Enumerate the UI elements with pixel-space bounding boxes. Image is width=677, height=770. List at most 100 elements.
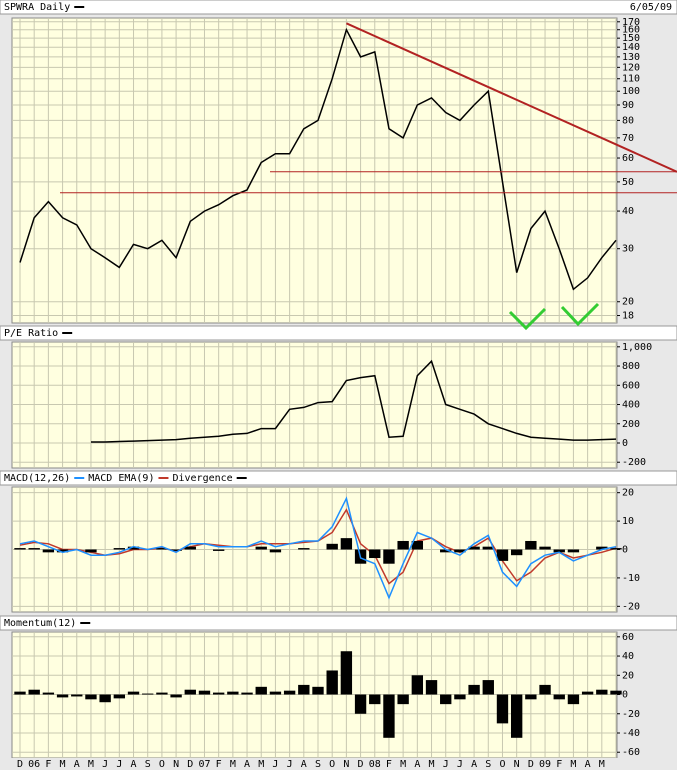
x-tick-label: J	[457, 759, 463, 770]
bar	[99, 694, 111, 703]
bar	[113, 548, 126, 550]
x-tick-label: M	[88, 759, 94, 770]
x-tick-label: A	[74, 759, 80, 770]
x-tick-label: J	[272, 759, 278, 770]
y-tick-label: 30	[622, 244, 634, 255]
x-tick-label: 06	[28, 759, 40, 770]
bar	[496, 549, 509, 561]
x-tick-label: N	[343, 759, 349, 770]
x-tick-label: O	[499, 759, 505, 770]
bar	[156, 692, 168, 695]
y-tick-label: -200	[622, 457, 646, 468]
bar	[581, 691, 594, 695]
bar	[269, 691, 282, 695]
y-tick-label: 200	[622, 419, 640, 430]
bar	[539, 684, 551, 695]
check-mark	[560, 302, 600, 327]
x-tick-label: F	[386, 759, 392, 770]
x-tick-label: M	[570, 759, 576, 770]
bar	[369, 549, 381, 559]
x-tick-label: O	[329, 759, 335, 770]
bar	[312, 686, 324, 695]
panel-title: SPWRA Daily	[4, 2, 70, 13]
bar	[184, 546, 196, 550]
y-tick-label: 10	[622, 516, 634, 527]
bar	[369, 694, 381, 705]
y-tick-label: 800	[622, 361, 640, 372]
legend-label: Divergence	[172, 473, 232, 484]
series-line	[19, 496, 617, 600]
bar	[454, 549, 466, 553]
bar	[28, 689, 40, 695]
x-tick-label: D	[187, 759, 193, 770]
x-tick-label: D	[358, 759, 364, 770]
x-tick-label: A	[585, 759, 591, 770]
y-tick-label: 0	[622, 545, 628, 556]
bar	[539, 546, 551, 550]
bar	[85, 694, 97, 700]
bar	[283, 690, 296, 695]
x-tick-label: M	[599, 759, 605, 770]
panel-header	[0, 0, 677, 15]
bar	[510, 694, 523, 738]
x-tick-label: O	[159, 759, 165, 770]
date-label: 6/05/09	[630, 2, 672, 13]
x-tick-label: J	[443, 759, 449, 770]
y-tick-label: 600	[622, 380, 640, 391]
bar	[326, 670, 338, 695]
bar	[482, 680, 494, 695]
x-tick-label: A	[301, 759, 307, 770]
y-tick-label: 100	[622, 86, 640, 97]
bar	[14, 548, 26, 550]
y-tick-label: 140	[622, 42, 640, 53]
bar	[142, 693, 154, 695]
y-tick-label: 150	[622, 33, 640, 44]
x-tick-label: 07	[198, 759, 210, 770]
bar	[525, 540, 537, 550]
y-tick-label: -20	[622, 709, 640, 720]
y-tick-label: 400	[622, 400, 640, 411]
check-mark	[508, 307, 547, 331]
plot-area	[11, 17, 618, 324]
x-tick-label: M	[230, 759, 236, 770]
bar	[241, 692, 253, 695]
y-tick-label: 0	[622, 690, 628, 701]
y-tick-label: 1,000	[622, 342, 652, 353]
bar	[440, 549, 452, 553]
y-tick-label: 60	[622, 632, 634, 643]
x-tick-label: M	[429, 759, 435, 770]
bar	[610, 548, 622, 550]
bar	[298, 548, 310, 550]
bar	[42, 549, 55, 553]
panel-header	[0, 470, 677, 486]
y-tick-label: 80	[622, 115, 634, 126]
bar	[227, 691, 239, 695]
bar	[610, 690, 622, 695]
bar	[170, 549, 182, 551]
bar	[383, 549, 395, 564]
y-tick-label: 40	[622, 651, 634, 662]
bar	[71, 694, 83, 697]
series-line	[19, 27, 617, 291]
bar	[440, 694, 452, 705]
y-tick-label: 70	[622, 133, 634, 144]
bar	[553, 549, 565, 553]
y-tick-label: -20	[622, 601, 640, 612]
panel-title: P/E Ratio	[4, 328, 58, 339]
x-tick-label: S	[485, 759, 491, 770]
y-tick-label: 20	[622, 488, 634, 499]
y-tick-label: 20	[622, 297, 634, 308]
bar	[198, 690, 211, 695]
bar	[212, 549, 225, 551]
y-tick-label: 130	[622, 52, 640, 63]
x-tick-label: M	[258, 759, 264, 770]
bar	[340, 538, 353, 550]
bar	[596, 689, 608, 695]
bar	[56, 549, 69, 553]
x-tick-label: S	[145, 759, 151, 770]
bar	[127, 691, 140, 695]
x-tick-label: J	[287, 759, 293, 770]
bar	[482, 546, 494, 550]
bar	[170, 694, 182, 698]
